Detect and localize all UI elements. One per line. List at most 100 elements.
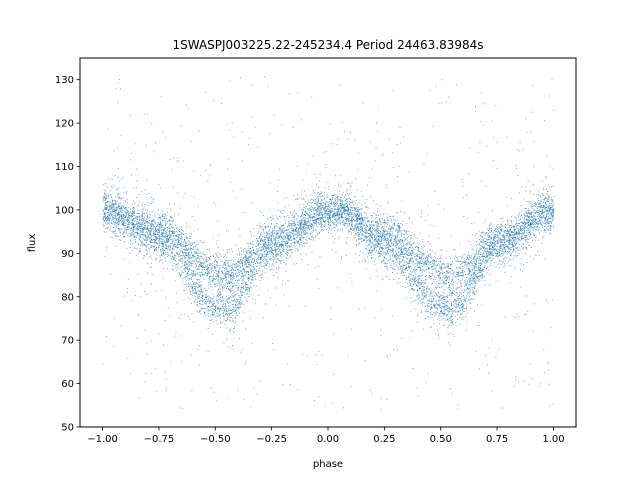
data-point xyxy=(350,211,352,212)
data-point xyxy=(359,236,360,238)
data-point xyxy=(250,269,252,270)
data-point xyxy=(401,252,403,254)
data-point xyxy=(129,228,131,230)
data-point xyxy=(440,269,442,271)
data-point xyxy=(375,258,376,260)
data-point xyxy=(193,283,195,285)
data-point xyxy=(143,218,144,220)
data-point xyxy=(549,218,551,219)
data-point xyxy=(377,242,379,244)
data-point xyxy=(193,254,195,256)
data-point xyxy=(401,268,403,270)
data-point xyxy=(246,299,247,301)
data-point xyxy=(315,200,317,202)
data-point xyxy=(306,202,308,204)
data-point xyxy=(290,235,292,237)
data-point xyxy=(376,236,377,238)
data-point xyxy=(481,274,482,276)
data-point xyxy=(502,225,503,227)
data-point xyxy=(207,315,209,317)
data-point xyxy=(104,208,105,210)
data-point xyxy=(202,291,203,293)
data-point xyxy=(299,242,301,244)
data-point xyxy=(138,218,140,220)
data-point xyxy=(204,297,206,299)
data-point xyxy=(184,264,185,265)
data-point xyxy=(426,265,428,267)
data-point xyxy=(538,219,540,221)
data-point xyxy=(201,262,202,264)
data-point xyxy=(395,229,397,231)
data-point xyxy=(288,221,290,223)
data-point xyxy=(161,250,163,252)
data-point xyxy=(140,240,142,242)
data-point xyxy=(294,242,295,243)
data-point xyxy=(500,241,502,243)
data-point xyxy=(212,321,214,323)
data-point xyxy=(122,220,124,222)
data-point xyxy=(430,314,432,316)
data-point xyxy=(392,248,393,250)
data-point xyxy=(305,224,306,226)
data-point xyxy=(280,236,282,238)
data-point xyxy=(131,211,133,213)
data-point xyxy=(258,244,260,246)
data-point xyxy=(382,228,384,230)
data-point xyxy=(535,223,537,225)
data-point xyxy=(116,200,118,202)
data-point xyxy=(429,268,430,270)
data-point xyxy=(318,215,319,216)
data-point xyxy=(474,265,476,267)
data-point xyxy=(317,232,318,234)
data-point xyxy=(527,210,529,212)
data-point xyxy=(248,271,249,273)
data-point xyxy=(296,236,298,238)
data-point xyxy=(356,239,358,241)
data-point xyxy=(161,232,163,234)
data-point xyxy=(337,195,339,197)
data-point xyxy=(462,278,464,280)
data-point xyxy=(343,210,345,212)
data-point xyxy=(299,219,301,221)
data-point xyxy=(307,224,309,226)
data-point xyxy=(486,244,488,246)
data-point xyxy=(260,275,261,277)
data-point xyxy=(307,218,309,220)
data-point xyxy=(133,213,135,214)
data-point xyxy=(343,224,345,226)
data-point xyxy=(461,285,462,287)
data-point xyxy=(170,224,172,225)
data-point xyxy=(250,257,252,258)
data-point xyxy=(427,258,429,260)
data-point xyxy=(373,261,375,263)
data-point xyxy=(405,268,407,269)
data-point xyxy=(349,273,351,275)
data-point xyxy=(314,237,316,238)
data-point xyxy=(175,235,177,236)
data-point xyxy=(265,261,267,263)
data-point xyxy=(407,237,408,239)
data-point xyxy=(314,213,316,215)
data-point xyxy=(427,300,429,301)
data-point xyxy=(386,213,388,215)
data-point xyxy=(501,245,502,247)
data-point xyxy=(146,253,148,255)
data-point xyxy=(351,216,353,218)
data-point xyxy=(386,258,387,260)
data-point xyxy=(356,225,358,226)
data-point xyxy=(169,249,171,251)
data-point xyxy=(203,266,204,267)
data-point xyxy=(310,210,312,212)
data-point xyxy=(500,253,502,255)
data-point xyxy=(189,258,190,260)
data-point xyxy=(404,282,406,284)
data-point xyxy=(240,263,242,265)
data-point xyxy=(170,238,172,240)
data-point xyxy=(462,254,464,256)
data-point xyxy=(473,269,475,271)
data-point xyxy=(285,251,287,253)
data-point xyxy=(133,233,135,235)
data-point xyxy=(102,217,104,219)
data-point xyxy=(319,210,320,212)
data-point xyxy=(445,274,447,276)
